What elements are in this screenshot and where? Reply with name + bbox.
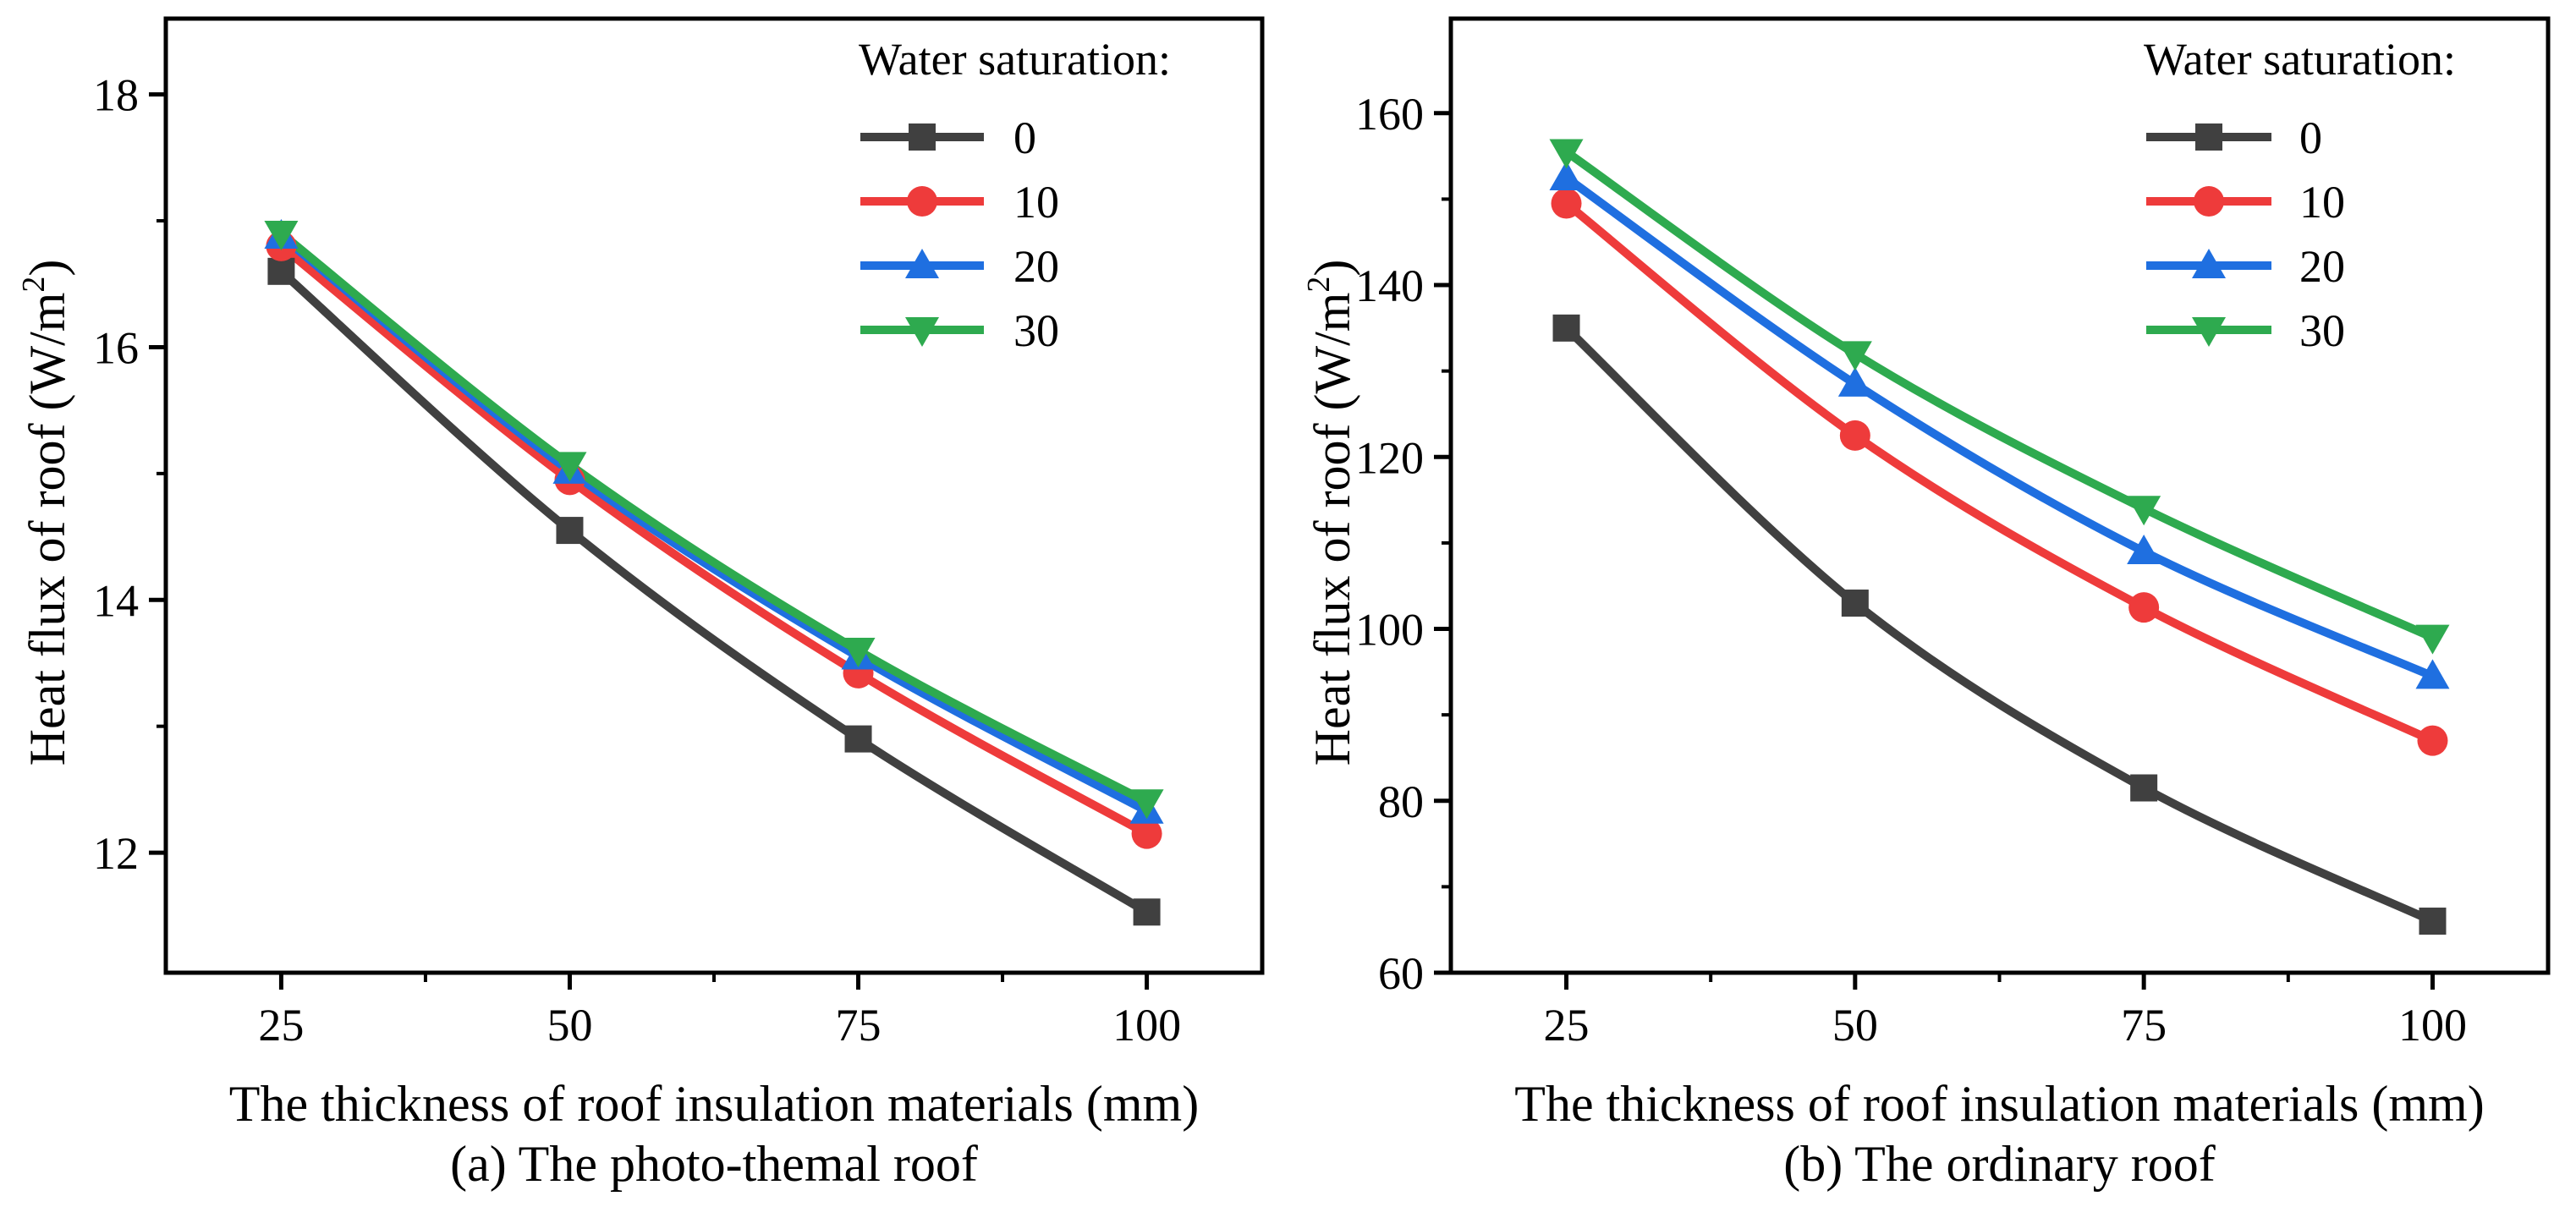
legend-title: Water saturation: (2144, 34, 2456, 85)
legend-label: 30 (1013, 305, 1059, 356)
y-axis-label-superscript: 2 (1301, 277, 1337, 293)
data-point-10 (1839, 420, 1870, 451)
y-tick-label: 60 (1378, 948, 1424, 999)
x-tick-label: 50 (1832, 1000, 1878, 1051)
y-axis-label-main: Heat flux of roof (W/m (19, 293, 75, 766)
series-line-10 (278, 243, 1150, 838)
legend-marker-30 (905, 317, 939, 347)
y-axis-label: Heat flux of roof (W/m2) (1301, 260, 1360, 766)
data-point-20 (1837, 366, 1872, 397)
legend: Water saturation: 0 10 20 30 (859, 34, 1171, 356)
legend-label: 0 (2299, 112, 2322, 163)
x-tick-label: 50 (547, 1000, 592, 1051)
data-point-0 (1841, 590, 1869, 617)
x-tick-label: 25 (258, 1000, 304, 1051)
legend-label: 20 (1013, 241, 1059, 292)
data-point-0 (2130, 774, 2158, 802)
series-line-30 (278, 230, 1149, 806)
y-tick-label: 80 (1378, 776, 1424, 827)
series-line-0 (278, 268, 1150, 916)
legend: Water saturation: 0 10 20 30 (2144, 34, 2456, 356)
data-point-10 (2128, 592, 2160, 623)
legend-label: 10 (1013, 177, 1059, 228)
plot-frame (1448, 16, 2551, 975)
data-point-0 (1552, 314, 1580, 342)
data-point-20 (2415, 659, 2450, 689)
data-point-30 (552, 452, 587, 482)
data-point-30 (841, 638, 876, 668)
legend-marker-10 (907, 186, 937, 217)
y-tick-label: 18 (93, 70, 139, 121)
y-axis-label-close: ) (1304, 260, 1360, 277)
data-point-0 (267, 257, 295, 285)
data-point-30 (2415, 624, 2450, 655)
data-point-20 (2127, 535, 2161, 565)
legend-label: 20 (2299, 241, 2345, 292)
y-tick-label: 14 (93, 575, 139, 626)
y-tick-label: 12 (93, 828, 139, 879)
legend-marker-0 (2195, 123, 2222, 151)
y-tick-label: 16 (93, 322, 139, 373)
legend-marker-10 (2194, 186, 2224, 217)
legend-marker-30 (2192, 317, 2226, 347)
x-tick-label: 25 (1544, 1000, 1590, 1051)
y-axis-label-superscript: 2 (16, 277, 52, 293)
data-point-30 (1549, 139, 1584, 169)
panel-caption: (b) The ordinary roof (1783, 1136, 2215, 1192)
plot-frame (163, 16, 1265, 975)
data-point-0 (1133, 898, 1161, 926)
legend-label: 10 (2299, 177, 2345, 228)
series-line-0 (1563, 325, 2435, 925)
series-line-20 (1563, 173, 2435, 680)
series-line-30 (1563, 148, 2435, 642)
data-point-20 (1549, 161, 1584, 190)
data-point-0 (844, 725, 872, 753)
y-tick-label: 140 (1355, 261, 1424, 311)
legend-marker-0 (909, 123, 936, 151)
panel-caption: (a) The photo-themal roof (450, 1136, 978, 1192)
data-point-0 (2419, 908, 2447, 935)
data-point-30 (1129, 789, 1164, 820)
y-tick-label: 160 (1355, 89, 1424, 140)
legend-marker-20 (2192, 249, 2226, 278)
data-point-0 (556, 517, 584, 545)
x-tick-label: 100 (1112, 1000, 1181, 1051)
data-point-30 (1837, 341, 1872, 371)
y-tick-label: 100 (1355, 605, 1424, 656)
y-tick-label: 120 (1355, 432, 1424, 483)
y-axis-label-close: ) (19, 260, 75, 277)
legend-marker-20 (905, 249, 939, 278)
legend-title: Water saturation: (859, 34, 1171, 85)
x-axis-label: The thickness of roof insulation materia… (1514, 1076, 2484, 1132)
x-tick-label: 75 (836, 1000, 882, 1051)
x-axis-label: The thickness of roof insulation materia… (229, 1076, 1199, 1132)
x-tick-label: 75 (2121, 1000, 2167, 1051)
data-point-10 (1551, 188, 1582, 219)
x-tick-label: 100 (2398, 1000, 2467, 1051)
series-line-10 (1563, 200, 2435, 745)
data-point-10 (2417, 725, 2448, 756)
legend-label: 0 (1013, 112, 1036, 163)
data-point-30 (264, 220, 299, 250)
data-point-30 (2127, 496, 2161, 526)
data-point-10 (1131, 818, 1162, 849)
legend-label: 30 (2299, 305, 2345, 356)
y-axis-label: Heat flux of roof (W/m2) (16, 260, 75, 766)
y-axis-label-main: Heat flux of roof (W/m (1304, 293, 1360, 766)
